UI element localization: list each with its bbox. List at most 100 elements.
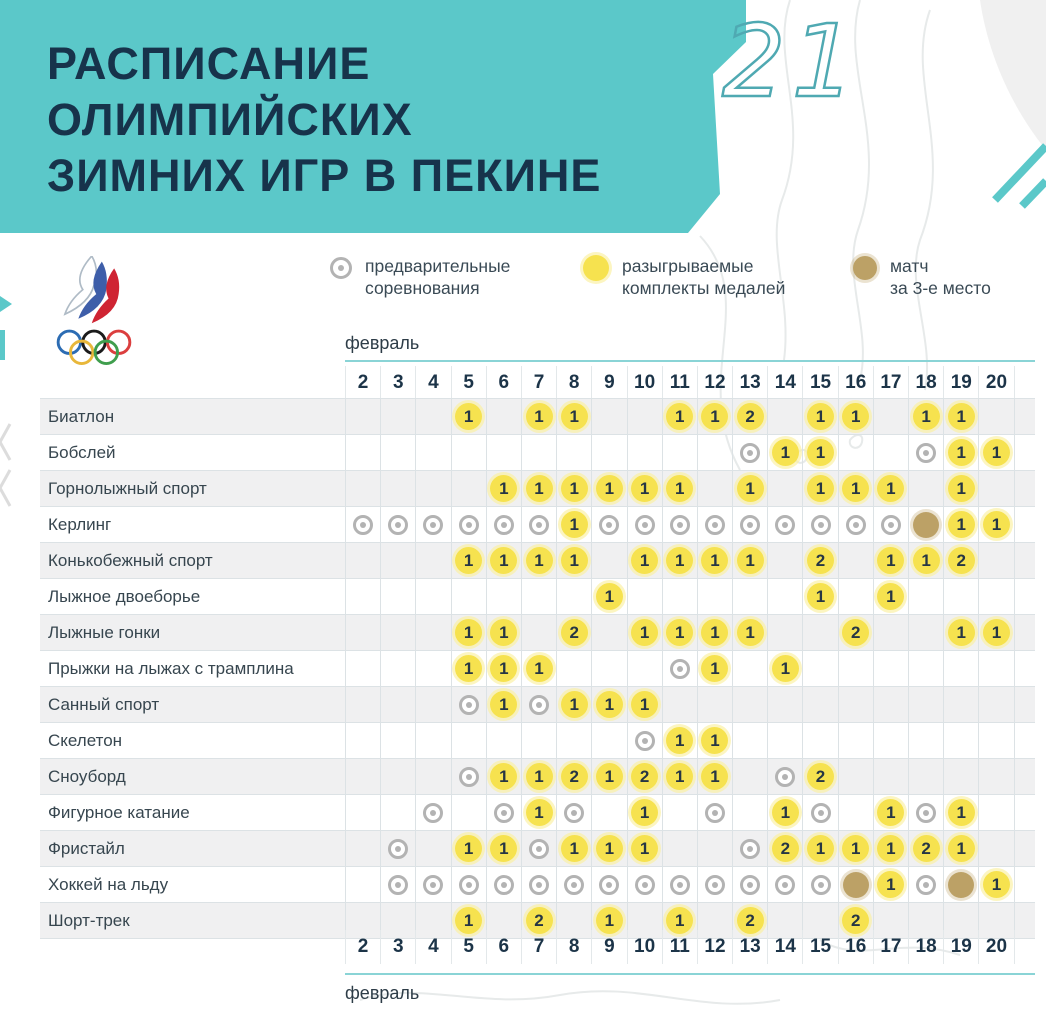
schedule-cell xyxy=(872,759,908,794)
schedule-cell: 1 xyxy=(626,831,662,866)
bronze-match-marker xyxy=(842,871,869,898)
schedule-cell xyxy=(767,903,802,938)
schedule-cell: 1 xyxy=(943,795,978,830)
schedule-cell xyxy=(380,543,415,578)
medal-count-marker: 1 xyxy=(455,403,483,430)
schedule-cell: 1 xyxy=(978,615,1013,650)
schedule-cell: 1 xyxy=(450,615,486,650)
preliminary-marker xyxy=(458,874,479,895)
preliminary-marker xyxy=(704,514,725,535)
schedule-cell xyxy=(661,795,697,830)
schedule-cell xyxy=(943,759,978,794)
schedule-cell xyxy=(767,867,802,902)
schedule-cell xyxy=(345,903,380,938)
schedule-cell: 1 xyxy=(520,759,556,794)
schedule-cell xyxy=(908,651,943,686)
preliminary-marker xyxy=(916,442,937,463)
preliminary-marker xyxy=(740,874,761,895)
schedule-cell: 1 xyxy=(943,399,978,434)
sport-row: Санный спорт 1 1 1 1 xyxy=(40,686,1035,722)
schedule-cell xyxy=(415,759,450,794)
schedule-cell: 1 xyxy=(626,543,662,578)
row-trailing-cell xyxy=(1013,651,1035,686)
schedule-cell xyxy=(520,507,556,542)
row-trailing-cell xyxy=(1013,543,1035,578)
schedule-cell xyxy=(837,579,873,614)
schedule-cell: 1 xyxy=(556,399,591,434)
date-header-10: 10 xyxy=(626,930,662,964)
schedule-cell xyxy=(556,435,591,470)
preliminary-marker xyxy=(599,874,620,895)
medal-count-marker: 2 xyxy=(560,763,588,790)
row-trailing-cell xyxy=(1013,795,1035,830)
date-header-9: 9 xyxy=(591,366,626,399)
medal-count-marker: 1 xyxy=(560,835,588,862)
schedule-cell: 2 xyxy=(908,831,943,866)
medal-count-marker: 1 xyxy=(631,799,659,826)
date-header-19: 19 xyxy=(943,930,978,964)
schedule-cell: 1 xyxy=(732,543,767,578)
schedule-cell: 1 xyxy=(943,471,978,506)
schedule-cell xyxy=(732,507,767,542)
preliminary-marker xyxy=(634,874,655,895)
schedule-cell xyxy=(943,867,978,902)
schedule-cell xyxy=(520,615,556,650)
medal-count-marker: 1 xyxy=(490,547,518,574)
preliminary-marker xyxy=(423,802,444,823)
schedule-cell xyxy=(908,615,943,650)
schedule-cell: 1 xyxy=(802,435,837,470)
schedule-cell xyxy=(978,651,1013,686)
medal-count-marker: 1 xyxy=(701,655,729,682)
medal-count-marker: 1 xyxy=(701,547,729,574)
schedule-cell: 1 xyxy=(626,687,662,722)
schedule-cell xyxy=(380,723,415,758)
date-header-19: 19 xyxy=(943,366,978,399)
sport-name-label: Сноуборд xyxy=(48,766,126,786)
schedule-cell xyxy=(732,831,767,866)
preliminary-marker xyxy=(564,802,585,823)
schedule-cell xyxy=(732,867,767,902)
schedule-cell: 2 xyxy=(556,615,591,650)
row-trailing-cell xyxy=(1013,399,1035,434)
schedule-cell xyxy=(978,723,1013,758)
medal-count-marker: 1 xyxy=(490,691,518,718)
medal-count-marker: 1 xyxy=(490,475,518,502)
schedule-cell xyxy=(837,435,873,470)
schedule-cell xyxy=(872,399,908,434)
schedule-cell: 1 xyxy=(556,831,591,866)
schedule-cell xyxy=(943,723,978,758)
schedule-cell xyxy=(943,651,978,686)
schedule-cell xyxy=(415,399,450,434)
medal-count-marker: 1 xyxy=(525,763,553,790)
medal-count-marker: 1 xyxy=(807,439,835,466)
date-header-16: 16 xyxy=(837,930,873,964)
bronze-circle-icon xyxy=(853,256,877,280)
medal-count-marker: 1 xyxy=(666,763,694,790)
preliminary-marker xyxy=(916,802,937,823)
medal-count-marker: 1 xyxy=(947,799,975,826)
medal-count-marker: 1 xyxy=(947,511,975,538)
schedule-cell xyxy=(943,687,978,722)
schedule-cell: 1 xyxy=(872,831,908,866)
date-header-20: 20 xyxy=(978,930,1013,964)
date-header-15: 15 xyxy=(802,366,837,399)
schedule-cell xyxy=(485,723,521,758)
olympic-rings-icon xyxy=(56,329,132,365)
schedule-cell xyxy=(345,471,380,506)
date-header-5: 5 xyxy=(450,366,486,399)
row-trailing-cell xyxy=(1013,435,1035,470)
schedule-cell xyxy=(661,507,697,542)
schedule-cell xyxy=(450,507,486,542)
schedule-cell xyxy=(485,435,521,470)
schedule-cell: 1 xyxy=(872,867,908,902)
schedule-cell xyxy=(415,867,450,902)
schedule-cell xyxy=(767,471,802,506)
schedule-cell xyxy=(380,471,415,506)
schedule-cell: 1 xyxy=(626,615,662,650)
medal-count-marker: 1 xyxy=(525,547,553,574)
preliminary-marker xyxy=(388,514,409,535)
schedule-cell xyxy=(556,903,591,938)
schedule-cell xyxy=(556,795,591,830)
schedule-cell xyxy=(626,867,662,902)
schedule-cell xyxy=(520,435,556,470)
